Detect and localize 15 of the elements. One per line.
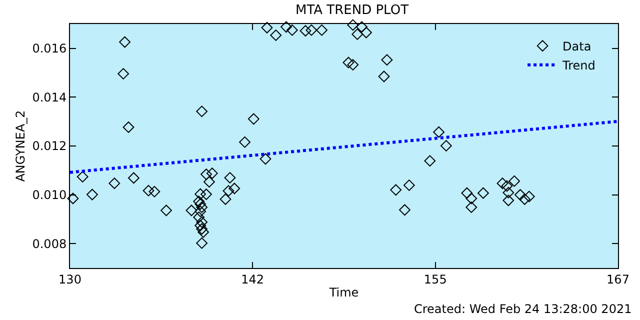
- text: Created: Wed Feb 24 13:28:00 2021: [414, 302, 632, 316]
- legend-label: Trend: [562, 58, 596, 72]
- x-tick-label: 155: [424, 272, 447, 286]
- y-tick-label: 0.012: [32, 139, 67, 154]
- x-axis-title: Time: [328, 285, 359, 300]
- y-tick-label: 0.014: [32, 90, 67, 104]
- x-tick-label: 130: [58, 272, 82, 286]
- y-axis-title: ANGYNEA_2: [14, 110, 28, 182]
- chart-title: MTA TREND PLOT: [295, 2, 409, 18]
- x-tick-label: 167: [606, 272, 630, 286]
- y-tick-label: 0.016: [32, 42, 67, 56]
- x-tick-label: 142: [241, 272, 264, 286]
- legend-label: Data: [562, 40, 592, 54]
- y-tick-label: 0.010: [32, 188, 67, 202]
- y-tick-label: 0.008: [32, 236, 67, 251]
